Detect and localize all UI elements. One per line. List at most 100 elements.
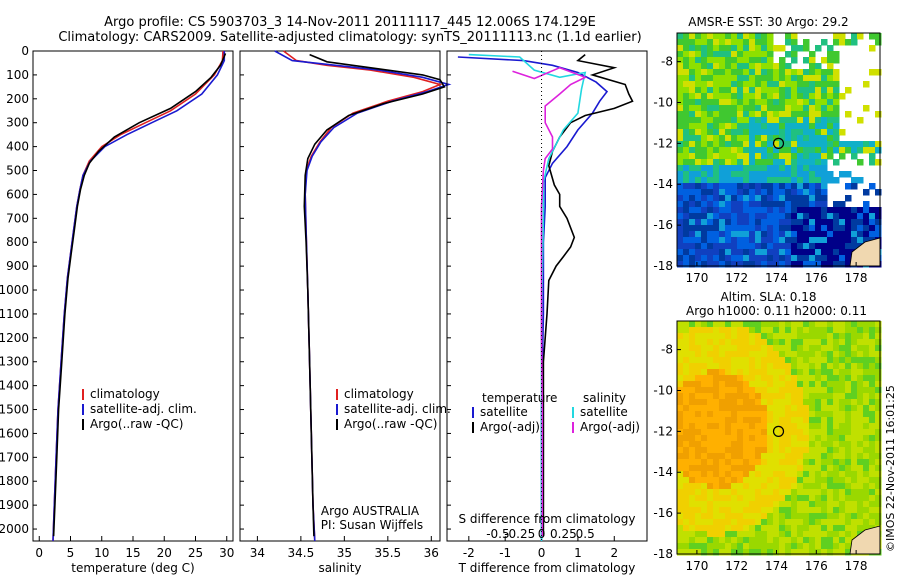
heatmap-cell: [779, 63, 786, 70]
heatmap-cell: [677, 423, 684, 430]
heatmap-cell: [767, 375, 774, 382]
heatmap-cell: [695, 69, 702, 76]
heatmap-cell: [701, 93, 708, 100]
heatmap-cell: [773, 387, 780, 394]
heatmap-cell: [731, 483, 738, 490]
heatmap-cell: [833, 393, 840, 400]
heatmap-cell: [803, 117, 810, 124]
heatmap-cell: [713, 249, 720, 256]
heatmap-cell: [779, 387, 786, 394]
heatmap-cell: [719, 231, 726, 238]
heatmap-cell: [809, 219, 816, 226]
heatmap-cell: [809, 345, 816, 352]
heatmap-cell: [863, 219, 870, 226]
heatmap-cell: [725, 483, 732, 490]
heatmap-cell: [833, 243, 840, 250]
heatmap-cell: [821, 207, 828, 214]
heatmap-cell: [695, 39, 702, 46]
heatmap-cell: [707, 171, 714, 178]
heatmap-cell: [785, 33, 792, 40]
heatmap-cell: [833, 39, 840, 46]
heatmap-cell: [719, 321, 726, 328]
heatmap-cell: [749, 51, 756, 58]
heatmap-cell: [773, 435, 780, 442]
heatmap-cell: [863, 225, 870, 232]
heatmap-cell: [821, 351, 828, 358]
heatmap-cell: [827, 321, 834, 328]
y-tick-label: 200: [6, 92, 29, 106]
heatmap-cell: [767, 171, 774, 178]
heatmap-cell: [875, 345, 882, 352]
heatmap-cell: [791, 339, 798, 346]
heatmap-cell: [785, 201, 792, 208]
heatmap-cell: [695, 441, 702, 448]
heatmap-cell: [827, 477, 834, 484]
heatmap-cell: [809, 207, 816, 214]
heatmap-cell: [785, 141, 792, 148]
heatmap-cell: [833, 399, 840, 406]
heatmap-cell: [773, 141, 780, 148]
heatmap-cell: [701, 129, 708, 136]
heatmap-cell: [743, 525, 750, 532]
heatmap-cell: [737, 495, 744, 502]
heatmap-cell: [725, 159, 732, 166]
heatmap-cell: [791, 423, 798, 430]
heatmap-cell: [737, 543, 744, 550]
heatmap-cell: [737, 399, 744, 406]
heatmap-cell: [749, 369, 756, 376]
heatmap-cell: [857, 525, 864, 532]
heatmap-cell: [797, 519, 804, 526]
heatmap-cell: [779, 459, 786, 466]
heatmap-cell: [785, 531, 792, 538]
heatmap-cell: [731, 45, 738, 52]
heatmap-cell: [737, 69, 744, 76]
heatmap-cell: [821, 123, 828, 130]
heatmap-cell: [839, 321, 846, 328]
y-tick-label: -16: [653, 506, 673, 520]
heatmap-cell: [689, 387, 696, 394]
heatmap-cell: [761, 201, 768, 208]
heatmap-cell: [683, 201, 690, 208]
heatmap-cell: [767, 435, 774, 442]
heatmap-cell: [851, 459, 858, 466]
y-tick-label: 300: [6, 116, 29, 130]
heatmap-cell: [845, 249, 852, 256]
heatmap-cell: [821, 117, 828, 124]
heatmap-cell: [815, 327, 822, 334]
heatmap-cell: [755, 261, 762, 268]
heatmap-cell: [743, 531, 750, 538]
heatmap-cell: [833, 147, 840, 154]
heatmap-cell: [743, 483, 750, 490]
heatmap-cell: [797, 45, 804, 52]
heatmap-cell: [731, 195, 738, 202]
heatmap-cell: [719, 351, 726, 358]
heatmap-cell: [779, 369, 786, 376]
heatmap-cell: [755, 345, 762, 352]
heatmap-cell: [809, 513, 816, 520]
heatmap-cell: [749, 189, 756, 196]
heatmap-cell: [797, 93, 804, 100]
heatmap-cell: [677, 219, 684, 226]
heatmap-cell: [803, 351, 810, 358]
heatmap-cell: [773, 207, 780, 214]
heatmap-cell: [869, 225, 876, 232]
heatmap-cell: [815, 435, 822, 442]
heatmap-cell: [833, 435, 840, 442]
heatmap-cell: [863, 405, 870, 412]
heatmap-cell: [785, 459, 792, 466]
heatmap-cell: [695, 537, 702, 544]
heatmap-cell: [773, 345, 780, 352]
heatmap-cell: [779, 231, 786, 238]
chart-title-line1: Argo profile: CS 5903703_3 14-Nov-2011 2…: [104, 15, 596, 30]
heatmap-cell: [797, 231, 804, 238]
heatmap-cell: [713, 63, 720, 70]
heatmap-cell: [737, 147, 744, 154]
heatmap-cell: [839, 39, 846, 46]
heatmap-cell: [719, 429, 726, 436]
heatmap-cell: [779, 429, 786, 436]
heatmap-cell: [743, 105, 750, 112]
heatmap-cell: [821, 321, 828, 328]
heatmap-cell: [821, 261, 828, 268]
heatmap-cell: [803, 447, 810, 454]
heatmap-cell: [815, 471, 822, 478]
